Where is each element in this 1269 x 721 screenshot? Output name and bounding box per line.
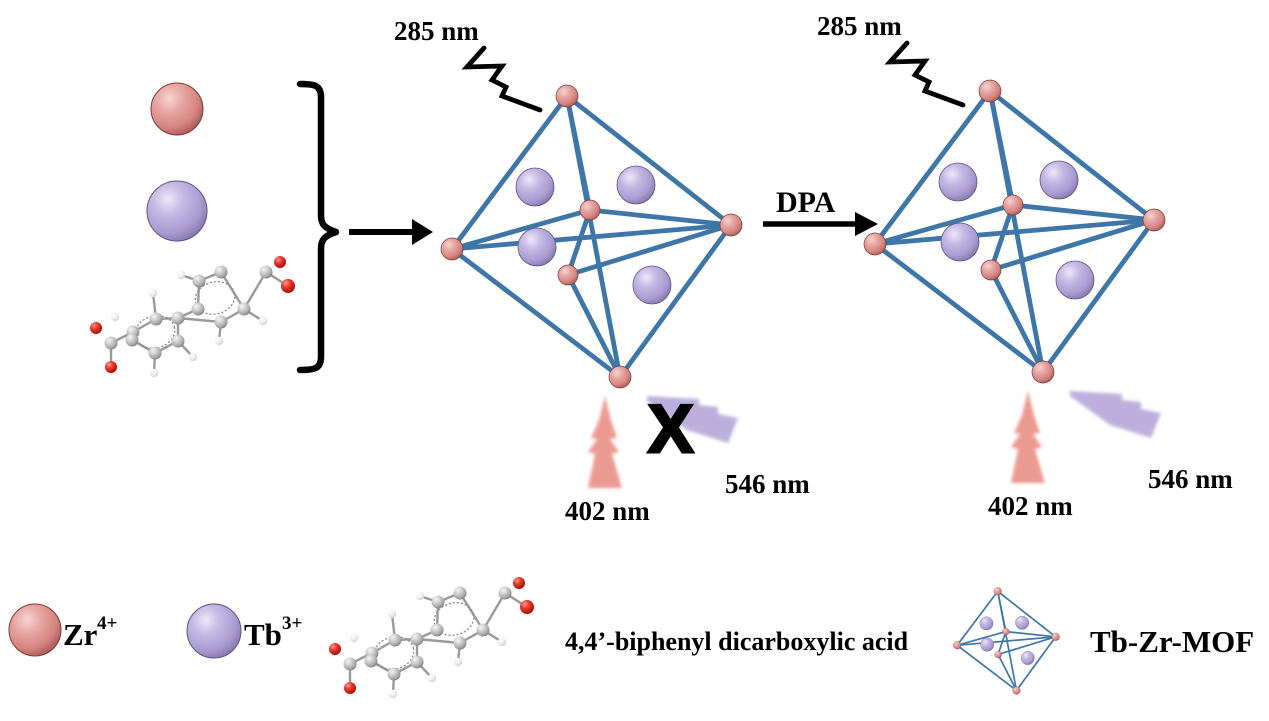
svg-text:Tb-Zr-MOF: Tb-Zr-MOF	[1090, 624, 1254, 659]
svg-text:DPA: DPA	[776, 186, 836, 219]
svg-text:402 nm: 402 nm	[988, 491, 1073, 521]
svg-text:3+: 3+	[282, 613, 302, 634]
svg-text:546 nm: 546 nm	[725, 469, 810, 499]
svg-text:285 nm: 285 nm	[817, 11, 902, 41]
svg-text:285 nm: 285 nm	[394, 16, 479, 46]
svg-text:Tb: Tb	[244, 617, 282, 652]
svg-text:4+: 4+	[97, 613, 117, 634]
svg-text:402 nm: 402 nm	[565, 496, 650, 526]
svg-text:X: X	[648, 391, 693, 467]
svg-text:4,4’-biphenyl dicarboxylic aci: 4,4’-biphenyl dicarboxylic acid	[565, 627, 909, 656]
svg-text:Zr: Zr	[63, 617, 98, 652]
svg-text:546 nm: 546 nm	[1148, 464, 1233, 494]
